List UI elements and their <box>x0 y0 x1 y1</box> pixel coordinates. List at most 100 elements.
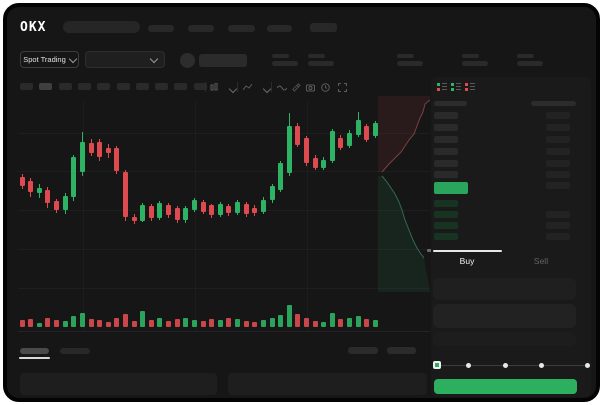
ask-price-placeholder[interactable] <box>434 112 458 119</box>
candle-body <box>105 148 111 153</box>
nav-item-placeholder[interactable] <box>188 25 214 32</box>
timeframe-pill[interactable] <box>97 83 111 90</box>
candle-body <box>183 207 189 221</box>
stat-label-placeholder <box>397 54 414 58</box>
timeframe-pill[interactable] <box>155 83 169 90</box>
pair-name-placeholder[interactable] <box>199 54 247 67</box>
stat-label-placeholder <box>272 54 289 58</box>
nav-item-placeholder[interactable] <box>228 25 255 32</box>
slider-stop[interactable] <box>503 363 508 368</box>
buy-button[interactable] <box>434 379 577 394</box>
volume-bar <box>54 320 59 327</box>
bid-price-placeholder[interactable] <box>434 233 458 240</box>
total-input[interactable] <box>433 332 576 346</box>
coin-avatar <box>180 53 195 68</box>
candle-body <box>122 172 128 217</box>
camera-icon[interactable] <box>306 83 315 92</box>
timeframe-pill[interactable] <box>135 83 149 90</box>
candle-body <box>54 201 59 210</box>
toggle-line <box>470 89 475 90</box>
volume-bar <box>312 321 318 327</box>
volume-bar <box>243 321 249 327</box>
ask-size-placeholder <box>546 148 570 155</box>
ask-price-placeholder[interactable] <box>434 171 458 178</box>
spot-trading-label: Spot Trading <box>23 55 66 64</box>
slider-stop[interactable] <box>466 363 471 368</box>
stat-label-placeholder <box>308 54 325 58</box>
draw-icon[interactable] <box>292 83 301 92</box>
amount-slider-track[interactable] <box>437 365 587 366</box>
volume-bar <box>252 322 258 327</box>
pair-selector[interactable] <box>85 51 165 68</box>
search-input[interactable] <box>63 21 140 33</box>
bottom-action-button[interactable] <box>387 347 416 354</box>
toggle-line <box>470 83 475 84</box>
volume-bar <box>28 319 34 327</box>
ask-price-placeholder[interactable] <box>434 148 458 155</box>
history-icon[interactable] <box>321 83 330 92</box>
volume-bar <box>140 311 146 327</box>
timeframe-pill[interactable] <box>39 83 53 90</box>
slider-stop[interactable] <box>539 363 544 368</box>
volume-bar <box>148 320 154 327</box>
toggle-dot <box>465 83 468 86</box>
volume-bar <box>191 320 197 327</box>
timeframe-pill[interactable] <box>116 83 130 90</box>
book-bids-icon[interactable] <box>451 82 461 92</box>
book-both-icon[interactable] <box>437 82 447 92</box>
candle-body <box>131 217 137 221</box>
stat-value-placeholder <box>397 61 423 66</box>
timeframe-pill[interactable] <box>77 83 91 90</box>
candlestick-chart[interactable] <box>18 96 432 334</box>
volume-bar <box>183 318 189 327</box>
toggle-line <box>470 86 475 87</box>
volume-bar <box>209 319 215 327</box>
candle-body <box>79 142 85 172</box>
candle-body <box>295 126 301 145</box>
tab-sell[interactable]: Sell <box>533 256 549 266</box>
slider-handle[interactable] <box>433 361 441 369</box>
candle-body <box>36 188 42 193</box>
volume-bar <box>166 321 171 327</box>
stat-value-placeholder <box>462 61 488 66</box>
candle-body <box>88 142 94 153</box>
timeframe-pill[interactable] <box>174 83 188 90</box>
bid-price-placeholder[interactable] <box>434 222 458 229</box>
slider-stop[interactable] <box>585 363 590 368</box>
candle-body <box>312 158 318 169</box>
book-asks-icon[interactable] <box>465 82 475 92</box>
timeframe-pill[interactable] <box>58 83 72 90</box>
timeframe-pill[interactable] <box>20 83 33 90</box>
ask-price-placeholder[interactable] <box>434 160 458 167</box>
timeframe-pill[interactable] <box>193 83 207 90</box>
spot-trading-selector[interactable]: Spot Trading <box>20 51 79 68</box>
indicators-icon[interactable] <box>243 83 253 92</box>
chart-type-icon[interactable] <box>210 83 219 92</box>
amount-input[interactable] <box>433 304 576 328</box>
bottom-tab-active[interactable] <box>20 348 49 354</box>
candle-body <box>200 202 206 212</box>
candle-body <box>260 199 266 212</box>
nav-item-placeholder[interactable] <box>267 25 292 32</box>
bid-price-placeholder[interactable] <box>434 211 458 218</box>
bottom-action-button[interactable] <box>348 347 378 354</box>
volume-bar <box>200 321 206 327</box>
last-price-bar[interactable] <box>434 182 468 194</box>
candle-body <box>355 120 361 135</box>
price-input[interactable] <box>433 278 576 300</box>
ask-price-placeholder[interactable] <box>434 124 458 131</box>
nav-item-placeholder[interactable] <box>310 23 337 32</box>
bid-price-placeholder[interactable] <box>434 200 458 207</box>
bottom-tab[interactable] <box>60 348 90 354</box>
expand-icon[interactable] <box>338 83 347 92</box>
chevron-down-icon <box>149 54 159 63</box>
tab-buy[interactable]: Buy <box>459 256 475 266</box>
toggle-line <box>442 89 447 90</box>
candle-body <box>243 203 249 214</box>
ask-price-placeholder[interactable] <box>434 136 458 143</box>
nav-item-placeholder[interactable] <box>148 25 174 32</box>
volume-bar <box>217 320 223 327</box>
wave-icon[interactable] <box>277 84 287 92</box>
volume-bar <box>157 318 163 327</box>
